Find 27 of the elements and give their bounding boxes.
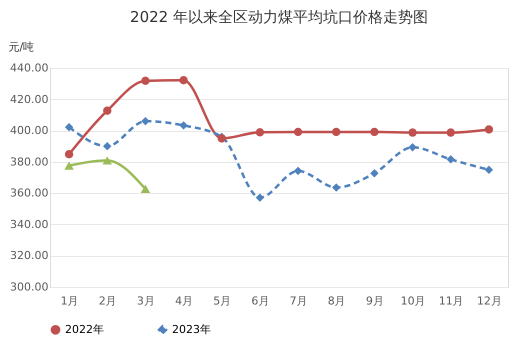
- y-tick-label: 400.00: [10, 124, 48, 138]
- y-tick-label: 440.00: [10, 62, 48, 74]
- x-tick-label: 12月: [476, 294, 502, 308]
- y-tick-label: 380.00: [10, 155, 48, 168]
- legend-label: 2023年: [172, 322, 211, 336]
- x-tick-label: 8月: [328, 294, 346, 308]
- x-tick-label: 3月: [136, 294, 155, 308]
- x-tick-label: 10月: [400, 294, 426, 308]
- x-tick-label: 2月: [98, 294, 117, 308]
- legend-label: 2022年: [65, 322, 104, 336]
- point: [140, 184, 150, 194]
- x-tick-label: 9月: [366, 294, 384, 308]
- y-tick-label: 340.00: [10, 218, 48, 231]
- x-tick-label: 11月: [438, 294, 464, 308]
- x-tick-label: 4月: [175, 294, 194, 308]
- x-tick-label: 7月: [290, 294, 308, 308]
- x-tick-label: 5月: [213, 294, 232, 308]
- point: [64, 162, 74, 170]
- y-axis-title: 元/吨: [8, 40, 34, 54]
- chart-title: 2022 年以来全区动力煤平均坑口价格走势图: [130, 8, 428, 26]
- y-tick-label: 300.00: [10, 280, 48, 294]
- x-tick-label: 1月: [60, 294, 79, 308]
- point: [102, 156, 112, 165]
- x-tick-label: 6月: [251, 294, 270, 308]
- y-tick-label: 320.00: [10, 249, 48, 262]
- y-tick-label: 360.00: [10, 186, 48, 200]
- y-tick-label: 420.00: [10, 92, 48, 106]
